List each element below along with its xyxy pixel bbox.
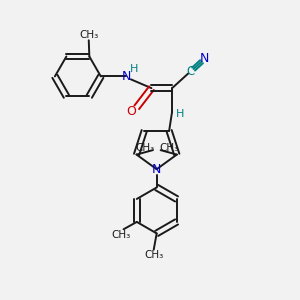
Text: H: H: [130, 64, 138, 74]
Text: CH₃: CH₃: [159, 143, 178, 153]
Text: H: H: [176, 109, 184, 119]
Text: O: O: [127, 105, 136, 118]
Text: N: N: [122, 70, 131, 83]
Text: C: C: [187, 64, 195, 78]
Text: CH₃: CH₃: [144, 250, 164, 260]
Text: CH₃: CH₃: [79, 30, 98, 40]
Text: N: N: [200, 52, 209, 65]
Text: CH₃: CH₃: [111, 230, 130, 240]
Text: N: N: [152, 163, 161, 176]
Text: CH₃: CH₃: [135, 143, 154, 153]
